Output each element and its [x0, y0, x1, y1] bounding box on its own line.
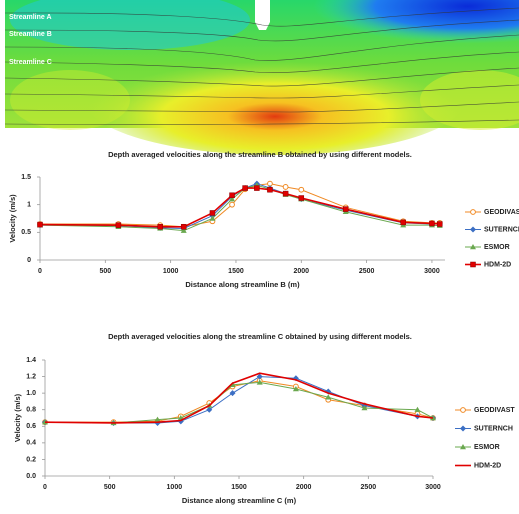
marker	[400, 219, 406, 226]
marker	[154, 416, 161, 422]
streamline-label: Streamline C	[9, 59, 52, 66]
legend-label: SUTERNCH	[484, 226, 519, 233]
marker	[180, 227, 187, 233]
marker	[254, 185, 260, 191]
series-line	[44, 381, 434, 424]
y-tick-label: 0.8	[26, 407, 36, 414]
legend-label: GEODIVAST	[484, 209, 519, 216]
y-tick-label: 0.5	[21, 229, 31, 236]
marker	[429, 220, 435, 227]
x-axis-label: Distance along streamline B (m)	[185, 280, 300, 289]
y-tick-label: 1.0	[26, 390, 36, 397]
legend-label: SUTERNCH	[474, 425, 513, 432]
marker	[292, 386, 299, 392]
marker	[209, 215, 216, 221]
series-line	[45, 380, 434, 423]
legend-marker	[470, 226, 476, 233]
legend-marker	[460, 444, 466, 450]
x-tick-label: 1500	[228, 268, 244, 275]
x-tick-label: 1500	[231, 484, 247, 491]
marker	[282, 184, 289, 190]
marker	[229, 192, 235, 199]
marker	[414, 406, 421, 412]
chart-title: Depth averaged velocities along the stre…	[108, 150, 412, 159]
x-tick-label: 2500	[359, 268, 375, 275]
chart-title: Depth averaged velocities along the stre…	[108, 332, 412, 341]
y-tick-label: 1.5	[21, 174, 31, 181]
streamline-label: Streamline A	[9, 14, 52, 21]
marker	[298, 195, 305, 201]
legend-label: HDM-2D	[474, 462, 501, 469]
streamline-label: Streamline B	[9, 31, 52, 38]
marker	[229, 196, 236, 202]
flow-field: Streamline A Streamline B Streamline C	[4, 0, 519, 155]
legend-label: GEODIVAST	[474, 407, 515, 414]
legend-label: ESMOR	[484, 244, 510, 251]
marker	[229, 390, 236, 397]
x-tick-label: 0	[38, 268, 42, 275]
y-tick-label: 0	[27, 257, 31, 264]
series-line	[44, 376, 434, 424]
y-axis-label: Velocity (m/s)	[8, 194, 17, 243]
marker	[180, 224, 187, 230]
marker	[298, 186, 305, 193]
x-tick-label: 500	[104, 484, 116, 491]
marker	[256, 373, 263, 380]
y-tick-label: 0.6	[26, 423, 36, 430]
x-axis-label: Distance along streamline C (m)	[182, 496, 297, 505]
marker	[157, 224, 163, 230]
marker	[206, 406, 213, 413]
series-line	[39, 187, 440, 228]
x-tick-label: 2000	[294, 268, 310, 275]
x-tick-label: 1000	[167, 484, 183, 491]
legend-marker	[470, 244, 476, 250]
legend-label: ESMOR	[474, 444, 500, 451]
marker	[229, 381, 236, 388]
marker	[256, 379, 263, 385]
x-tick-label: 3000	[424, 268, 440, 275]
legend-marker	[470, 261, 476, 268]
y-tick-label: 1.4	[26, 357, 36, 364]
series-line	[44, 372, 434, 424]
legend-label: HDM-2D	[484, 261, 511, 268]
x-tick-label: 1000	[163, 268, 179, 275]
y-tick-label: 1.2	[26, 373, 36, 380]
marker	[209, 210, 216, 216]
marker	[361, 405, 368, 411]
marker	[229, 201, 235, 208]
y-tick-label: 0.4	[26, 440, 36, 447]
marker	[325, 394, 332, 400]
marker	[37, 221, 43, 228]
x-tick-label: 0	[43, 484, 47, 491]
marker	[267, 186, 273, 193]
marker	[42, 419, 48, 425]
y-tick-label: 0.0	[26, 473, 36, 480]
x-tick-label: 2000	[296, 484, 312, 491]
marker	[437, 221, 443, 227]
legend-marker	[460, 425, 466, 432]
y-tick-label: 0.2	[26, 456, 36, 463]
x-tick-label: 3000	[425, 484, 441, 491]
y-tick-label: 1	[27, 202, 31, 209]
marker	[115, 222, 122, 228]
legend-marker	[470, 209, 476, 215]
marker	[342, 206, 349, 212]
x-tick-label: 2500	[361, 484, 377, 491]
marker	[282, 190, 289, 197]
legend-marker	[460, 407, 466, 413]
marker	[242, 185, 248, 191]
x-tick-label: 500	[99, 268, 111, 275]
y-axis-label: Velocity (m/s)	[13, 393, 22, 442]
